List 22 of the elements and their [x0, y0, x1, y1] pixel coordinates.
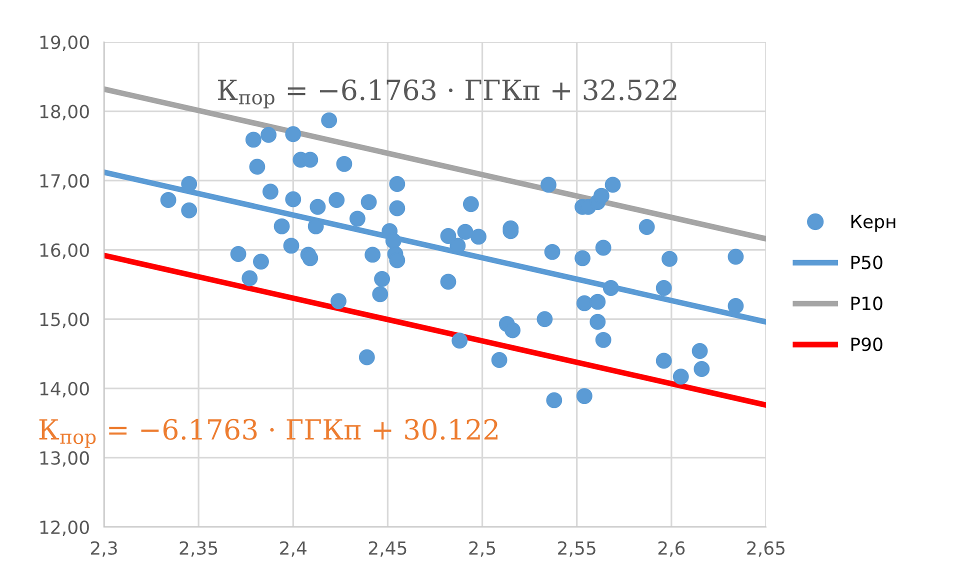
- y-tick-label: 13,00: [40, 451, 89, 467]
- y-tick-label: 15,00: [40, 312, 89, 328]
- y-tick-label: 16,00: [40, 243, 89, 259]
- legend-label: Керн: [851, 214, 896, 232]
- legend-label: P90: [851, 338, 882, 352]
- x-tick-label: 2,5: [469, 541, 496, 557]
- x-tick-label: 2,35: [180, 541, 218, 557]
- x-tick-label: 2,65: [747, 541, 785, 557]
- y-tick-label: 17,00: [40, 174, 89, 190]
- annotation: К$_{пор}$ = −6.1763 · ГГКп + 32.522: [218, 79, 676, 108]
- y-tick-label: 12,00: [40, 520, 89, 536]
- x-tick-label: 2,4: [280, 541, 306, 557]
- legend-label: P50: [851, 256, 882, 270]
- y-tick-label: 19,00: [40, 35, 89, 51]
- x-tick-label: 2,6: [658, 541, 685, 557]
- x-tick-label: 2,3: [90, 541, 117, 557]
- x-tick-label: 2,45: [368, 541, 406, 557]
- y-tick-label: 18,00: [40, 104, 89, 120]
- annotation: К$_{пор}$ = −6.1763 · ГГКп + 30.122: [39, 418, 498, 448]
- y-tick-label: 14,00: [40, 382, 89, 398]
- x-tick-label: 2,55: [558, 541, 596, 557]
- legend-label: P10: [851, 296, 882, 310]
